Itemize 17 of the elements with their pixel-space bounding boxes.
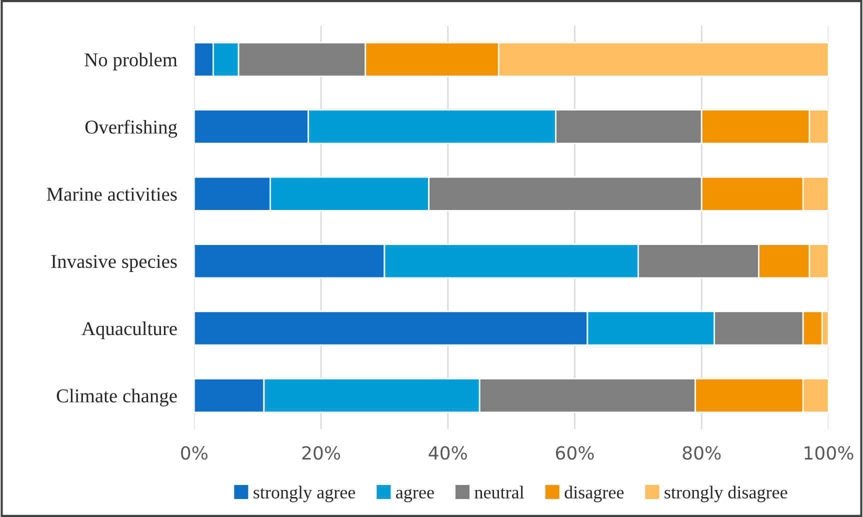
y-tick-label: Overfishing — [85, 120, 178, 138]
legend-label: strongly agree — [254, 486, 356, 502]
legend-label: agree — [396, 489, 434, 502]
y-tick-label: Invasive species — [51, 254, 177, 272]
y-tick-label: Climate change — [56, 388, 177, 406]
y-tick-label: Aquaculture — [82, 322, 177, 340]
legend-label: strongly disagree — [664, 486, 788, 502]
x-tick-label: 80% — [682, 446, 721, 460]
y-tick-label: Marine activities — [46, 188, 177, 201]
legend-label: neutral — [474, 486, 524, 499]
y-tick-label: No problem — [84, 52, 178, 70]
x-tick-label: 40% — [428, 446, 467, 460]
x-tick-label: 0% — [181, 446, 208, 460]
x-tick-label: 100% — [804, 446, 854, 460]
legend-label: disagree — [564, 486, 624, 502]
x-tick-label: 20% — [302, 446, 340, 460]
x-tick-label: 60% — [556, 446, 594, 460]
